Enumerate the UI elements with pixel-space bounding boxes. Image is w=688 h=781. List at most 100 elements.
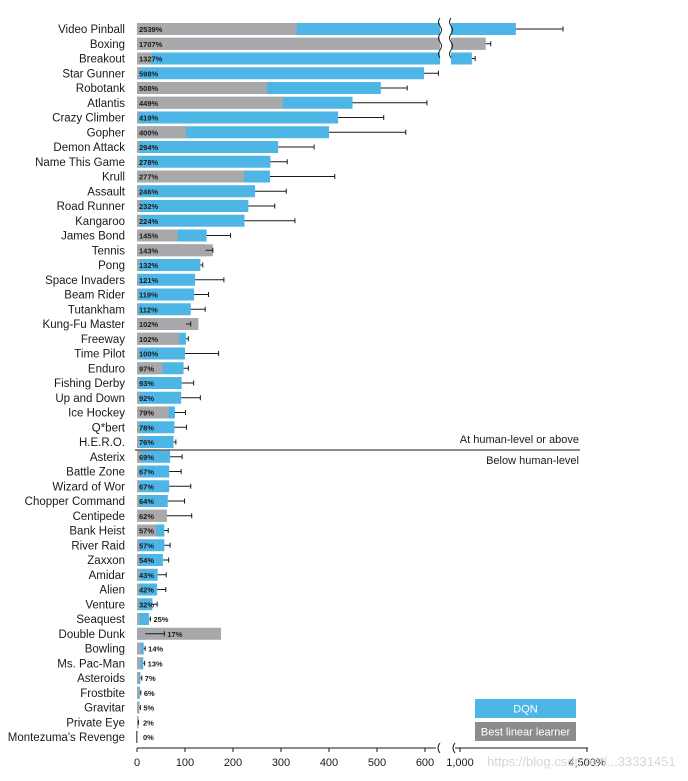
- game-label-kangaroo: Kangaroo: [75, 216, 125, 228]
- linear-bar-venture: [137, 598, 140, 611]
- pct-label-gravitar: 5%: [143, 704, 154, 713]
- pct-label-frostbite: 6%: [144, 689, 155, 698]
- game-label-h-e-r-o: H.E.R.O.: [79, 437, 125, 449]
- pct-label-crazy-climber: 419%: [139, 114, 159, 123]
- pct-label-alien: 42%: [139, 586, 154, 595]
- x-tick-label-8: 4,500%: [568, 757, 606, 769]
- axis-break-marks-top: [438, 17, 453, 59]
- linear-bar-seaquest: [137, 613, 140, 625]
- x-tick-label-1: 100: [176, 757, 194, 769]
- game-label-zaxxon: Zaxxon: [87, 555, 125, 567]
- dqn-bar-name-this-game: [137, 155, 271, 168]
- dqn-bar-seaquest: [137, 613, 149, 625]
- pct-label-q-bert: 78%: [139, 423, 154, 432]
- pct-label-road-runner: 232%: [139, 202, 159, 211]
- dqn-bar-h-e-r-o: [137, 436, 174, 448]
- pct-label-up-and-down: 92%: [139, 394, 154, 403]
- legend-label-dqn: DQN: [513, 704, 538, 716]
- game-label-road-runner: Road Runner: [57, 201, 126, 213]
- legend-swatch-dqn: [475, 699, 576, 718]
- game-label-krull: Krull: [102, 172, 125, 184]
- game-label-alien: Alien: [99, 585, 125, 597]
- linear-bar-frostbite: [137, 686, 139, 699]
- pct-label-beam-rider: 119%: [139, 291, 158, 300]
- dqn-bar-zaxxon: [137, 554, 163, 566]
- game-label-venture: Venture: [85, 599, 125, 611]
- linear-bar-ice-hockey: [137, 406, 169, 419]
- game-label-amidar: Amidar: [89, 570, 126, 582]
- dqn-bar-montezuma-s-revenge: [136, 731, 138, 743]
- dqn-bar-alien: [137, 583, 158, 596]
- dqn-bar-chopper-command: [137, 495, 168, 507]
- game-label-centipede: Centipede: [73, 511, 125, 523]
- x-tick-label-4: 400: [320, 757, 338, 769]
- below-human-label: Below human-level: [486, 455, 579, 467]
- pct-label-bank-heist: 57%: [139, 527, 154, 536]
- linear-bar-asteroids: [137, 672, 139, 684]
- linear-bar-tutankham: [137, 303, 139, 316]
- pct-label-kung-fu-master: 102%: [139, 320, 159, 329]
- linear-bar-assault: [137, 185, 140, 198]
- pct-label-time-pilot: 100%: [139, 350, 159, 359]
- linear-bar-zaxxon: [137, 554, 140, 566]
- game-label-boxing: Boxing: [90, 39, 125, 51]
- pct-label-robotank: 508%: [139, 84, 159, 93]
- break-gap: [440, 36, 451, 51]
- dqn-bar-q-bert: [137, 421, 175, 434]
- linear-bar-alien: [137, 583, 140, 596]
- game-label-name-this-game: Name This Game: [35, 157, 125, 169]
- game-label-asterix: Asterix: [90, 452, 125, 464]
- pct-label-centipede: 62%: [139, 512, 154, 521]
- pct-label-space-invaders: 121%: [139, 276, 159, 285]
- pct-label-video-pinball: 2539%: [139, 25, 163, 34]
- linear-bar-star-gunner: [137, 67, 140, 80]
- pct-label-amidar: 43%: [139, 571, 154, 580]
- linear-bar-robotank: [137, 82, 268, 94]
- linear-bar-time-pilot: [137, 347, 140, 360]
- dqn-bar-assault: [137, 185, 256, 198]
- linear-bar-road-runner: [137, 200, 140, 212]
- game-label-enduro: Enduro: [88, 363, 125, 375]
- game-label-tutankham: Tutankham: [68, 304, 125, 316]
- game-label-battle-zone: Battle Zone: [66, 467, 125, 479]
- linear-bar-crazy-climber: [137, 111, 139, 124]
- pct-label-james-bond: 145%: [139, 232, 159, 241]
- game-label-bank-heist: Bank Heist: [69, 526, 125, 538]
- x-tick-label-2: 200: [224, 757, 242, 769]
- linear-bar-tennis: [137, 244, 213, 257]
- x-tick-label-6: 600: [416, 757, 434, 769]
- linear-bar-q-bert: [137, 421, 140, 434]
- x-tick-label-0: 0: [134, 757, 140, 769]
- break-gap: [440, 51, 451, 66]
- linear-bar-james-bond: [137, 229, 178, 242]
- pct-label-montezuma-s-revenge: 0%: [143, 733, 154, 742]
- linear-bar-gravitar: [137, 701, 139, 714]
- break-gap: [440, 22, 451, 36]
- linear-bar-centipede: [137, 509, 167, 522]
- game-label-chopper-command: Chopper Command: [25, 496, 125, 508]
- dqn-bar-pong: [137, 259, 201, 271]
- pct-label-asterix: 69%: [139, 453, 154, 462]
- linear-bar-breakout: [137, 52, 152, 65]
- pct-label-double-dunk: 17%: [167, 630, 182, 639]
- pct-label-zaxxon: 54%: [139, 556, 154, 565]
- linear-bar-freeway: [137, 332, 180, 345]
- x-tick-label-7: 1,000: [446, 757, 474, 769]
- linear-bar-atlantis: [137, 96, 283, 109]
- linear-bar-fishing-derby: [137, 377, 140, 389]
- dqn-bar-road-runner: [137, 200, 249, 212]
- dqn-bar-wizard-of-wor: [137, 480, 170, 493]
- game-label-seaquest: Seaquest: [76, 614, 125, 626]
- linear-bar-krull: [137, 170, 245, 183]
- linear-bar-pong: [137, 259, 140, 271]
- pct-label-atlantis: 449%: [139, 99, 159, 108]
- watermark-text: https://blog.csdn.net/...33331451: [487, 754, 676, 769]
- linear-bar-name-this-game: [137, 155, 140, 168]
- linear-bar-ms-pac-man: [137, 657, 141, 670]
- game-label-double-dunk: Double Dunk: [59, 629, 126, 641]
- labels-layer: Video Pinball 2539% Boxing 1707% Breakout 132…: [8, 24, 183, 744]
- linear-bar-beam-rider: [137, 288, 139, 301]
- pct-label-battle-zone: 67%: [139, 468, 154, 477]
- dqn-bar-tutankham: [137, 303, 191, 316]
